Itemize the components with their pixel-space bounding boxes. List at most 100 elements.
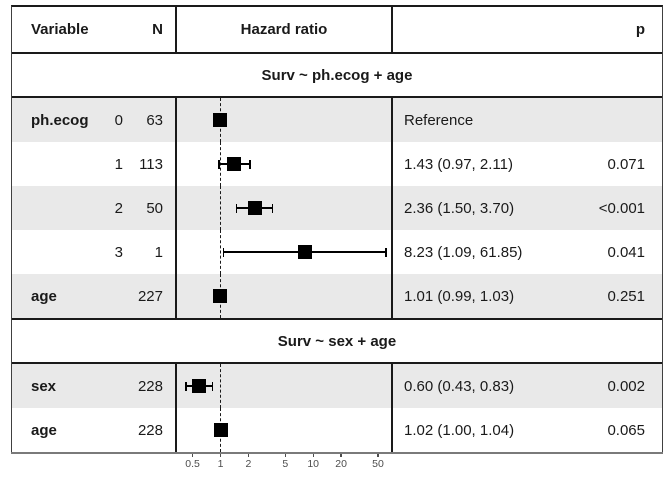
data-row: sex 228 0.60 (0.43, 0.83) 0.002 xyxy=(12,364,662,408)
ci-cap xyxy=(235,203,238,213)
ci-cap xyxy=(222,247,225,257)
x-axis-tick xyxy=(284,453,286,458)
variable-name: age xyxy=(31,287,57,305)
point-estimate-marker xyxy=(247,201,262,215)
p-value: <0.001 xyxy=(598,199,645,217)
x-axis-tick xyxy=(340,453,342,458)
x-axis-tick-label: 5 xyxy=(282,458,289,470)
level-value: 0 xyxy=(114,111,123,129)
n-value: 228 xyxy=(137,377,163,395)
level-value: 2 xyxy=(114,199,123,217)
estimate-cell: Reference xyxy=(393,98,662,142)
estimate-cell: 1.01 (0.99, 1.03) 0.251 xyxy=(393,274,662,318)
section-header: Surv ~ sex + age xyxy=(12,318,662,364)
data-row: ph.ecog 0 63 Reference xyxy=(12,98,662,142)
estimate-cell: 8.23 (1.09, 61.85) 0.041 xyxy=(393,230,662,274)
plot-cell xyxy=(177,408,393,452)
x-axis-tick-label: 1 xyxy=(217,458,224,470)
section-title: Surv ~ ph.ecog + age xyxy=(261,66,413,84)
variable-name: sex xyxy=(31,377,57,395)
ci-cap xyxy=(217,159,220,169)
estimate-label: 0.60 (0.43, 0.83) xyxy=(404,377,515,395)
estimate-cell: 0.60 (0.43, 0.83) 0.002 xyxy=(393,364,662,408)
x-axis-line xyxy=(11,452,663,454)
label-cell: 1 113 xyxy=(12,142,177,186)
label-cell: 2 50 xyxy=(12,186,177,230)
p-value: 0.065 xyxy=(607,421,645,439)
estimate-label: Reference xyxy=(404,111,474,129)
n-value: 50 xyxy=(146,199,163,217)
header-row: Variable N Hazard ratio p xyxy=(12,7,662,52)
header-p-cell: p xyxy=(393,7,662,52)
point-estimate-marker xyxy=(297,245,312,259)
plot-cell xyxy=(177,364,393,408)
level-value: 1 xyxy=(114,155,123,173)
x-axis-tick xyxy=(312,453,314,458)
estimate-label: 2.36 (1.50, 3.70) xyxy=(404,199,515,217)
plot-cell xyxy=(177,98,393,142)
data-row: age 227 1.01 (0.99, 1.03) 0.251 xyxy=(12,274,662,318)
plot-cell xyxy=(177,142,393,186)
level-value: 3 xyxy=(114,243,123,261)
header-n-label: N xyxy=(152,21,163,38)
plot-cell xyxy=(177,230,393,274)
data-row: 2 50 2.36 (1.50, 3.70) <0.001 xyxy=(12,186,662,230)
estimate-cell: 1.43 (0.97, 2.11) 0.071 xyxy=(393,142,662,186)
forest-table: Variable N Hazard ratio p Surv ~ ph.ecog… xyxy=(11,5,663,452)
estimate-cell: 2.36 (1.50, 3.70) <0.001 xyxy=(393,186,662,230)
label-cell: age 228 xyxy=(12,408,177,452)
p-value: 0.002 xyxy=(607,377,645,395)
section-title: Surv ~ sex + age xyxy=(277,332,397,350)
header-variable-label: Variable xyxy=(31,21,89,38)
label-cell: age 227 xyxy=(12,274,177,318)
ci-cap xyxy=(185,381,187,391)
header-p-label: p xyxy=(635,21,645,38)
estimate-label: 1.43 (0.97, 2.11) xyxy=(404,155,513,173)
point-estimate-marker xyxy=(227,157,242,171)
data-row: 3 1 8.23 (1.09, 61.85) 0.041 xyxy=(12,230,662,274)
x-axis-tick xyxy=(247,453,250,458)
x-axis-tick-label: 20 xyxy=(335,458,347,470)
point-estimate-marker xyxy=(192,379,207,393)
x-axis-tick-label: 50 xyxy=(372,458,384,470)
reference-dashed-line xyxy=(220,230,221,274)
x-axis-tick-label: 2 xyxy=(245,458,252,470)
label-cell: sex 228 xyxy=(12,364,177,408)
header-hazard-ratio-label: Hazard ratio xyxy=(240,21,328,38)
ci-cap xyxy=(211,381,214,391)
estimate-label: 8.23 (1.09, 61.85) xyxy=(404,243,523,261)
x-axis-tick xyxy=(191,453,194,458)
n-value: 228 xyxy=(137,421,163,439)
x-axis-tick-label: 10 xyxy=(307,458,320,470)
header-hazard-ratio-cell: Hazard ratio xyxy=(177,7,393,52)
n-value: 227 xyxy=(137,287,163,305)
data-row: 1 113 1.43 (0.97, 2.11) 0.071 xyxy=(12,142,662,186)
variable-name: age xyxy=(31,421,57,439)
n-value: 113 xyxy=(139,155,163,173)
ci-cap xyxy=(271,203,274,213)
estimate-cell: 1.02 (1.00, 1.04) 0.065 xyxy=(393,408,662,452)
label-cell: ph.ecog 0 63 xyxy=(12,98,177,142)
x-axis-tick xyxy=(219,453,222,458)
estimate-label: 1.02 (1.00, 1.04) xyxy=(404,421,515,439)
estimate-label: 1.01 (0.99, 1.03) xyxy=(404,287,515,305)
p-value: 0.071 xyxy=(607,155,645,173)
header-variable-cell: Variable N xyxy=(12,7,177,52)
p-value: 0.251 xyxy=(607,287,645,305)
reference-square-marker xyxy=(213,113,227,127)
x-axis-tick-label: 0.5 xyxy=(185,458,200,470)
reference-dashed-line xyxy=(220,186,221,230)
plot-cell xyxy=(177,274,393,318)
n-value: 1 xyxy=(154,243,163,261)
p-value: 0.041 xyxy=(607,243,645,261)
point-estimate-marker xyxy=(213,423,228,437)
data-row: age 228 1.02 (1.00, 1.04) 0.065 xyxy=(12,408,662,452)
variable-name: ph.ecog xyxy=(31,111,89,129)
plot-cell xyxy=(177,186,393,230)
n-value: 63 xyxy=(146,111,163,129)
x-axis-tick xyxy=(377,453,379,458)
ci-cap xyxy=(385,247,387,257)
point-estimate-marker xyxy=(213,289,228,303)
